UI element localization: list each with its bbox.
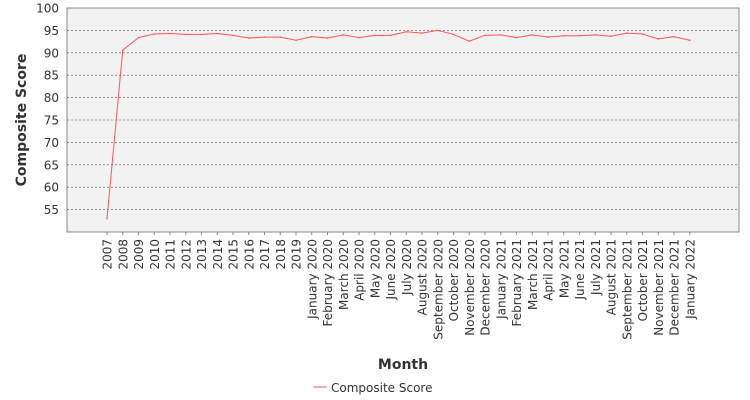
y-tick-label: 85	[44, 69, 59, 83]
y-tick-labels: 55 60 65 70 75 80 85 90 95 100	[36, 2, 59, 218]
data-point	[326, 37, 329, 39]
x-tick-label: 2015	[227, 239, 241, 270]
y-tick-label: 100	[36, 2, 59, 16]
x-tick-label: 2008	[116, 239, 130, 270]
x-tick-label: April 2021	[542, 239, 556, 301]
legend-label: Composite Score	[331, 381, 432, 395]
y-axis-title: Composite Score	[14, 54, 30, 187]
x-tick-label: June 2021	[573, 239, 587, 301]
x-tick-label: 2007	[101, 239, 115, 270]
x-tick-label: August 2020	[416, 239, 430, 315]
x-tick-label: December 2020	[479, 239, 493, 336]
x-tick-label: October 2021	[636, 239, 650, 321]
data-point	[216, 32, 219, 35]
x-tick-label: July 2020	[400, 239, 414, 296]
data-point	[153, 33, 156, 35]
x-tick-label: February 2021	[510, 239, 524, 327]
x-tick-label: January 2022	[683, 239, 697, 320]
x-tick-label: 2009	[132, 239, 146, 270]
y-tick-label: 70	[44, 136, 59, 150]
x-tick-label: 2018	[274, 239, 288, 270]
series-layer	[106, 29, 691, 220]
x-tick-label: October 2020	[447, 239, 461, 321]
data-point	[562, 34, 565, 37]
data-point	[641, 33, 644, 35]
data-point	[200, 33, 203, 36]
x-tick-label: 2017	[258, 239, 272, 270]
data-point	[279, 36, 282, 38]
data-point	[121, 49, 124, 51]
y-tick-label: 65	[44, 158, 59, 172]
y-tick-label: 80	[44, 91, 59, 105]
data-point	[468, 40, 471, 42]
data-point	[625, 32, 628, 34]
data-point	[263, 36, 266, 38]
data-point	[594, 34, 597, 36]
y-tick-label: 60	[44, 181, 59, 195]
y-tick-label: 55	[44, 203, 59, 217]
data-point	[358, 36, 360, 39]
x-tick-label: September 2021	[620, 239, 634, 340]
x-axis-title: Month	[378, 357, 428, 373]
grid-lines	[67, 30, 739, 210]
data-point	[405, 30, 408, 33]
x-tick-label: 2019	[290, 239, 304, 270]
x-tick-label: August 2021	[605, 239, 619, 315]
data-point	[137, 36, 140, 39]
data-point	[578, 34, 581, 37]
data-point	[547, 36, 549, 38]
y-tick-label: 75	[44, 114, 59, 128]
x-tick-label: November 2020	[463, 239, 477, 336]
x-tick-label: April 2020	[353, 239, 367, 301]
data-point	[531, 34, 534, 36]
x-tick-label: September 2020	[431, 239, 445, 340]
y-tick-label: 90	[44, 46, 59, 60]
x-tick-label: November 2021	[652, 239, 666, 336]
data-point	[688, 39, 691, 42]
data-point	[373, 34, 376, 37]
data-point	[310, 35, 313, 38]
series-line	[106, 29, 690, 219]
data-point	[452, 33, 455, 36]
x-tick-label: 2012	[179, 239, 193, 270]
x-tick-label: May 2020	[368, 239, 382, 298]
data-point	[232, 34, 234, 37]
x-tick-label: 2013	[195, 239, 209, 270]
data-point	[484, 34, 486, 37]
y-tick-label: 95	[44, 24, 59, 38]
x-tick-label: 2016	[242, 239, 256, 270]
data-point	[436, 29, 439, 32]
data-point	[610, 35, 612, 38]
data-point	[421, 32, 423, 34]
x-tick-label: January 2021	[494, 239, 508, 320]
x-tick-label: 2010	[148, 239, 162, 270]
data-point	[295, 39, 297, 42]
x-tick-label: 2011	[164, 239, 178, 270]
x-tick-label: 2014	[211, 239, 225, 270]
data-point	[169, 32, 171, 35]
data-point	[184, 33, 187, 36]
x-tick-label: June 2020	[384, 239, 398, 301]
data-point	[389, 34, 392, 37]
x-tick-labels: 2007 2008 2009 2010 2011 2012 2013 2014 2015 2016…	[101, 232, 697, 340]
data-point	[499, 34, 502, 36]
legend: Composite Score	[313, 381, 432, 395]
data-point	[106, 217, 108, 220]
x-tick-label: December 2021	[668, 239, 682, 336]
x-tick-label: July 2021	[589, 239, 603, 296]
x-tick-label: March 2020	[337, 239, 351, 310]
x-tick-label: February 2020	[321, 239, 335, 327]
x-tick-label: January 2020	[305, 239, 319, 320]
data-point	[342, 34, 345, 36]
data-point	[673, 35, 675, 38]
data-point	[247, 37, 250, 39]
x-tick-label: March 2021	[526, 239, 540, 310]
data-point	[657, 38, 660, 40]
x-tick-label: May 2021	[557, 239, 571, 298]
data-point	[515, 36, 518, 39]
